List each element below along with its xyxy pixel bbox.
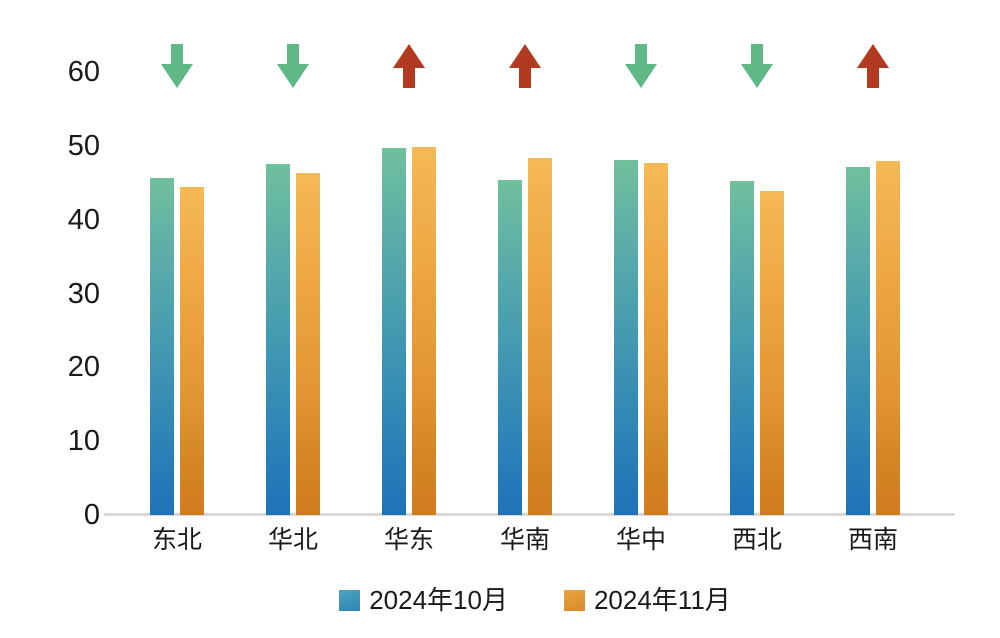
bar-series1-西南 [846,167,870,515]
category-label: 华南 [499,526,550,554]
plot-area: 东北 华北 华东 华南 华中 西北 西南 [119,44,931,554]
trend-arrow-up-icon [393,44,425,88]
bar-series1-西北 [730,181,754,515]
category-group-4: 华南 [467,44,583,554]
y-tick-label: 30 [67,277,100,310]
category-label: 西南 [847,526,898,554]
bar-series1-华中 [614,159,638,515]
category-label: 华北 [267,526,318,554]
bar-series1-华南 [498,179,522,515]
y-tick-label: 0 [83,499,100,531]
category-label: 华中 [615,526,666,554]
y-axis-tick-labels: 0 10 20 30 40 50 60 [0,0,100,638]
y-tick-label: 10 [67,425,100,458]
trend-arrow-down-icon [277,44,309,88]
bar-series2-东北 [180,187,204,515]
y-tick-label: 60 [67,56,100,88]
y-tick-label: 50 [67,129,100,162]
bar-pair [467,158,583,515]
bar-pair [235,163,351,515]
bar-series2-华东 [412,146,436,515]
bar-series2-华中 [644,162,668,515]
trend-arrow-up-icon [509,44,541,88]
bar-pair [351,146,467,515]
bar-pair [583,159,699,515]
bar-pair [699,181,815,515]
category-group-7: 西南 [815,44,931,554]
category-label: 东北 [151,526,202,554]
bar-pair [119,177,235,515]
y-tick-label: 20 [67,351,100,384]
category-label: 西北 [731,526,782,554]
category-group-3: 华东 [351,44,467,554]
legend-label-nov: 2024年11月 [593,585,731,615]
bar-series2-西北 [760,190,784,515]
legend-swatch-oct [339,589,361,611]
trend-arrow-up-icon [857,44,889,88]
bar-series2-华南 [528,158,552,515]
legend-label-oct: 2024年10月 [369,585,508,615]
y-tick-label: 40 [67,203,100,236]
trend-arrow-down-icon [161,44,193,88]
bar-pair [815,160,931,515]
legend-swatch-nov [563,589,585,611]
bar-series1-东北 [150,177,174,515]
bar-series1-华北 [266,163,290,515]
bar-series1-华东 [382,148,406,515]
trend-arrow-down-icon [625,44,657,88]
chart-legend: 2024年10月 2024年11月 [70,582,1000,618]
trend-arrow-down-icon [741,44,773,88]
category-label: 华东 [383,526,434,554]
bar-series2-华北 [296,173,320,515]
bar-series2-西南 [876,160,900,515]
category-group-5: 华中 [583,44,699,554]
legend-item-nov: 2024年11月 [563,585,731,615]
category-group-1: 东北 [119,44,235,554]
legend-item-oct: 2024年10月 [339,585,508,615]
category-group-6: 西北 [699,44,815,554]
category-group-2: 华北 [235,44,351,554]
